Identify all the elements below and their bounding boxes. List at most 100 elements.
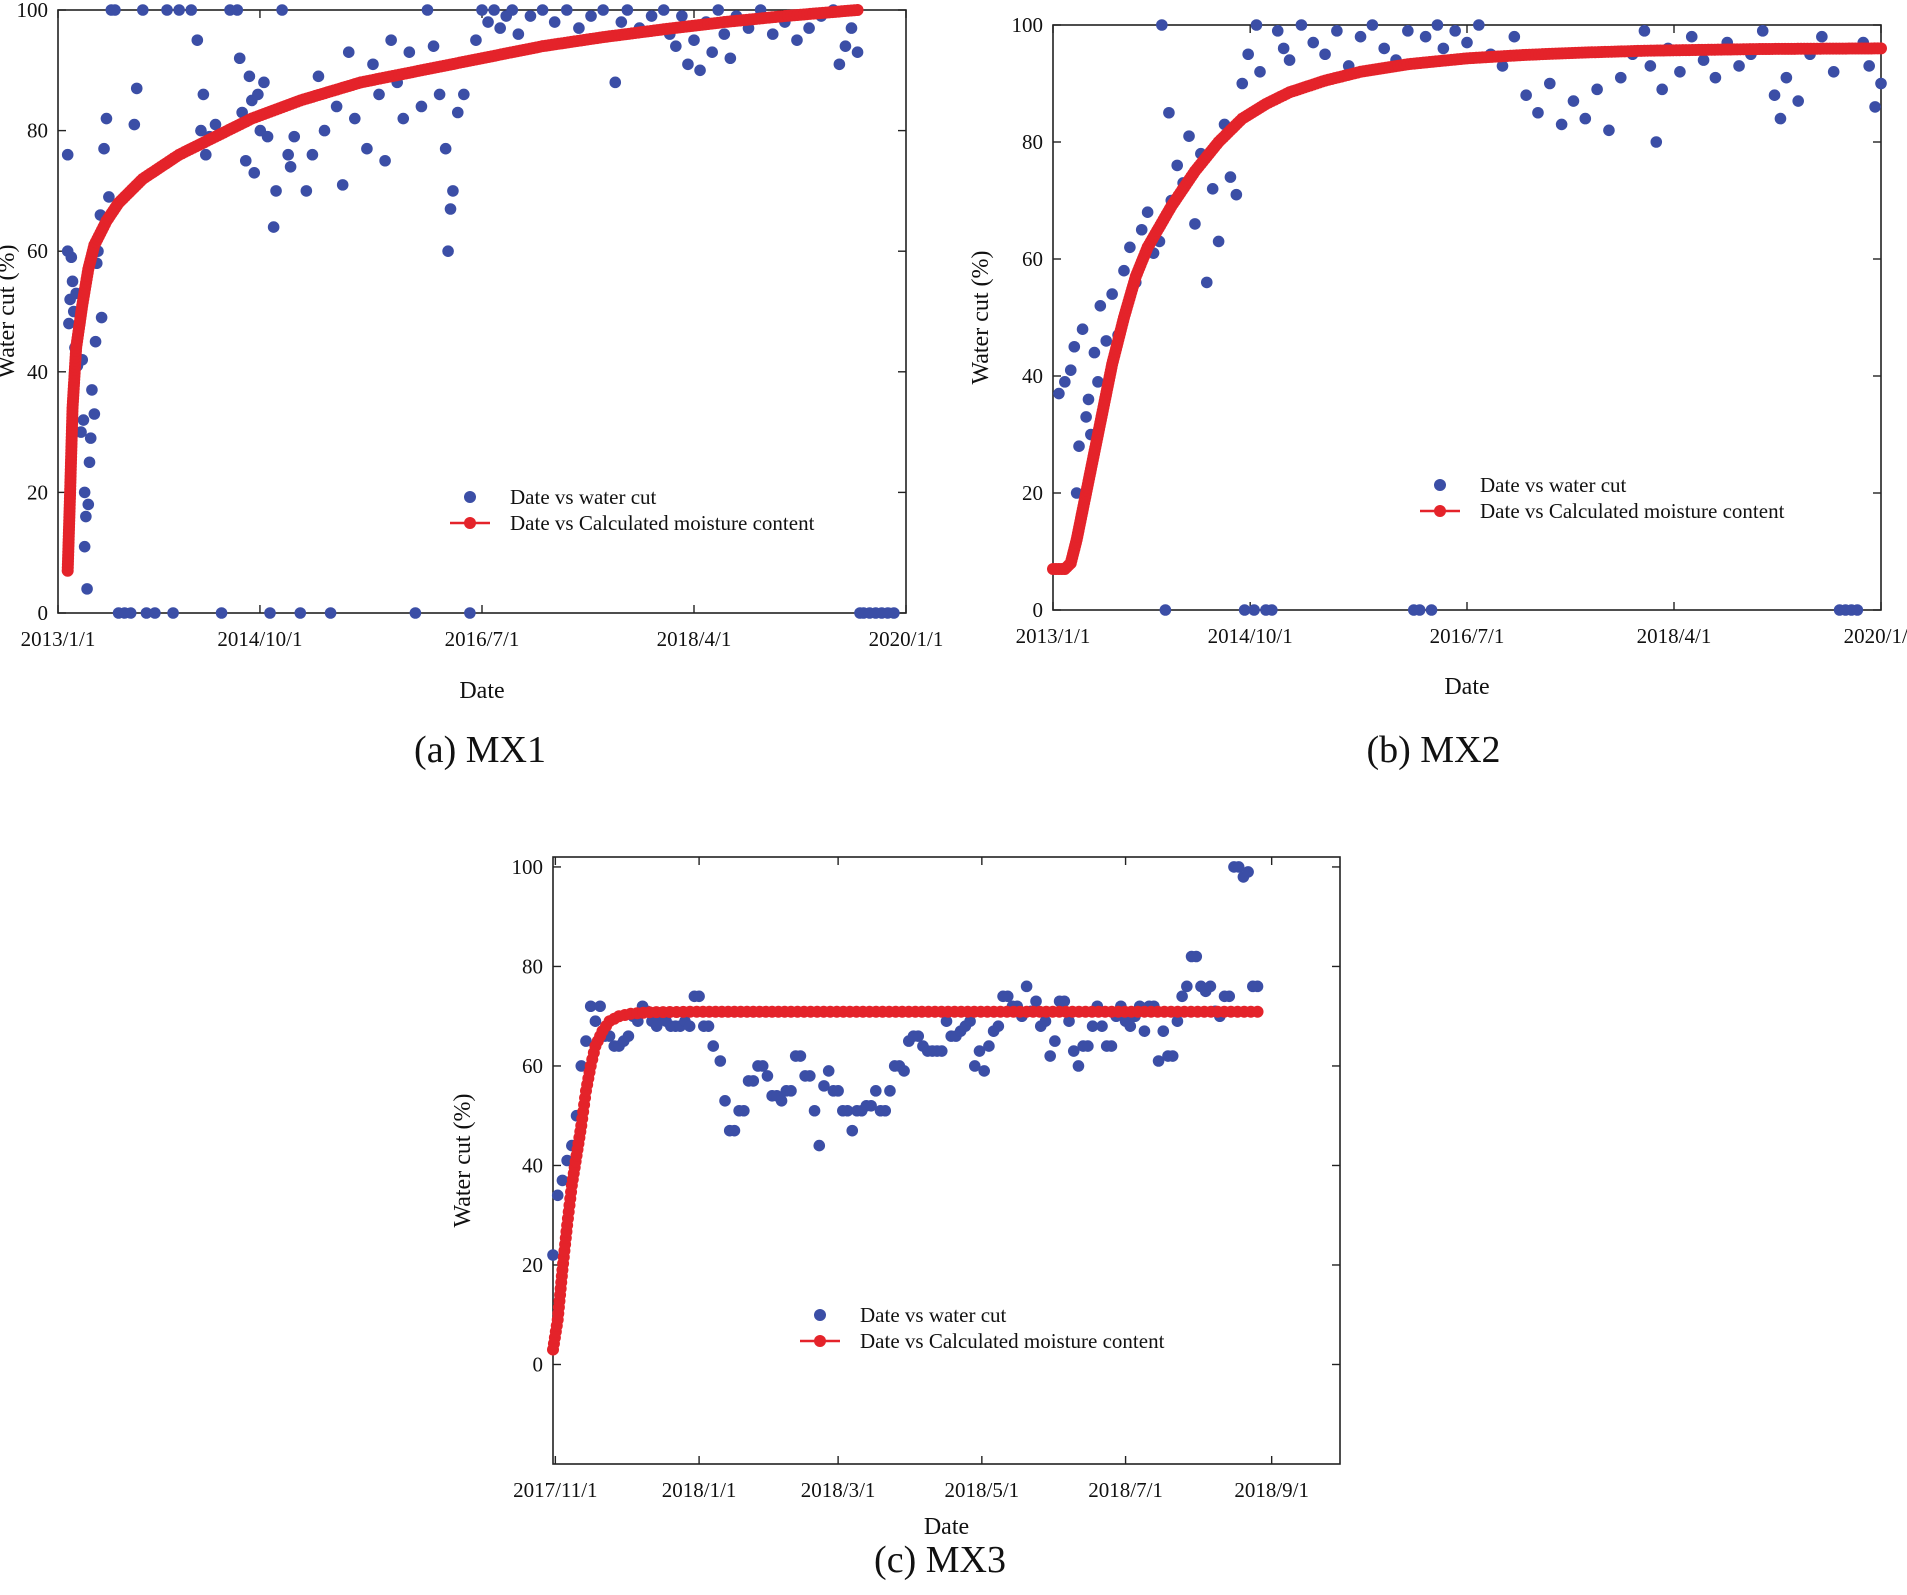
water-cut-point — [81, 583, 93, 595]
water-cut-point — [1190, 950, 1203, 963]
water-cut-point — [818, 1080, 830, 1092]
legend-marker-fitted — [814, 1335, 826, 1347]
water-cut-point — [1183, 130, 1195, 142]
y-tick-label: 40 — [1022, 364, 1043, 388]
water-cut-point — [693, 990, 705, 1003]
water-cut-point — [197, 88, 210, 101]
water-cut-point — [1756, 25, 1769, 37]
water-cut-point — [476, 4, 488, 16]
water-cut-point — [312, 70, 325, 83]
water-cut-point — [261, 130, 274, 143]
water-cut-point — [536, 4, 549, 16]
water-cut-point — [756, 1060, 769, 1072]
water-cut-point — [898, 1065, 910, 1077]
y-tick-label: 80 — [522, 954, 543, 978]
x-tick-label: 2018/7/1 — [1088, 1478, 1163, 1502]
water-cut-point — [1206, 183, 1219, 195]
water-cut-point — [185, 4, 198, 16]
water-cut-point — [458, 88, 470, 101]
water-cut-point — [209, 118, 222, 131]
water-cut-point — [1685, 30, 1698, 43]
water-cut-point — [318, 124, 331, 137]
y-tick-label: 60 — [1022, 247, 1043, 271]
water-cut-point — [385, 34, 397, 46]
water-cut-point — [1082, 1040, 1094, 1052]
x-tick-label: 2020/1/1 — [869, 627, 944, 651]
water-cut-point — [547, 1249, 559, 1261]
water-cut-point — [65, 251, 78, 264]
series-fitted — [547, 1005, 1264, 1356]
water-cut-point — [1271, 25, 1284, 37]
water-cut-point — [597, 4, 609, 16]
legend-marker-observed — [1434, 479, 1446, 491]
water-cut-point — [1141, 206, 1154, 218]
water-cut-point — [1319, 48, 1331, 61]
water-cut-point — [657, 4, 670, 16]
water-cut-point — [833, 58, 846, 71]
caption-mx3: (c) MX3 — [874, 1539, 1006, 1581]
legend-marker-fitted — [1434, 505, 1446, 517]
water-cut-point — [100, 112, 113, 125]
water-cut-point — [75, 426, 87, 438]
water-cut-point — [444, 203, 457, 215]
water-cut-point — [361, 142, 373, 155]
water-cut-point — [1307, 36, 1320, 49]
x-tick-label: 2018/4/1 — [1637, 624, 1712, 648]
water-cut-point — [1431, 19, 1444, 31]
water-cut-point — [1555, 118, 1568, 131]
water-cut-point — [1058, 995, 1071, 1008]
y-tick-label: 40 — [522, 1153, 543, 1177]
water-cut-point — [1223, 990, 1236, 1003]
water-cut-point — [1171, 159, 1183, 172]
water-cut-point — [512, 28, 525, 40]
x-tick-label: 2016/7/1 — [1430, 624, 1505, 648]
y-axis-title: Water cut (%) — [0, 245, 20, 379]
y-tick-label: 40 — [27, 360, 48, 384]
y-tick-label: 100 — [17, 0, 49, 22]
plot-frame — [552, 856, 1341, 1465]
water-cut-point — [1461, 36, 1473, 49]
water-cut-point — [167, 607, 179, 619]
water-cut-point — [236, 106, 248, 119]
calculated-moisture-marker — [1251, 1005, 1264, 1018]
water-cut-point — [738, 1104, 750, 1117]
y-axis-title: Water cut (%) — [968, 251, 994, 385]
water-cut-point — [1105, 1040, 1118, 1052]
water-cut-point — [89, 335, 102, 348]
water-cut-point — [1331, 25, 1343, 37]
x-tick-label: 2016/7/1 — [445, 627, 520, 651]
water-cut-point — [1863, 60, 1875, 72]
water-cut-point — [1827, 66, 1840, 78]
water-cut-point — [585, 10, 597, 22]
water-cut-point — [442, 245, 454, 257]
water-cut-point — [1094, 300, 1107, 312]
water-cut-point — [561, 4, 573, 16]
y-tick-label: 0 — [38, 601, 49, 625]
water-cut-point — [1232, 861, 1245, 873]
water-cut-point — [1181, 980, 1193, 993]
water-cut-point — [415, 100, 428, 113]
water-cut-point — [86, 384, 98, 396]
water-cut-point — [451, 106, 464, 119]
water-cut-point — [264, 607, 276, 619]
water-cut-point — [1096, 1020, 1108, 1032]
water-cut-point — [464, 607, 476, 619]
y-tick-label: 0 — [533, 1352, 544, 1376]
water-cut-point — [447, 185, 459, 197]
series-fitted — [61, 4, 864, 577]
water-cut-point — [191, 34, 204, 46]
water-cut-point — [199, 148, 212, 161]
water-cut-point — [1082, 393, 1095, 406]
water-cut-point — [621, 4, 634, 16]
water-cut-point — [803, 22, 815, 34]
water-cut-point — [1544, 77, 1556, 90]
water-cut-point — [1100, 335, 1113, 347]
water-cut-point — [1224, 171, 1237, 183]
water-cut-point — [195, 124, 207, 137]
legend-label-observed: Date vs water cut — [860, 1303, 1007, 1327]
water-cut-point — [373, 88, 385, 101]
water-cut-point — [551, 1189, 564, 1202]
water-cut-point — [1039, 1015, 1052, 1027]
